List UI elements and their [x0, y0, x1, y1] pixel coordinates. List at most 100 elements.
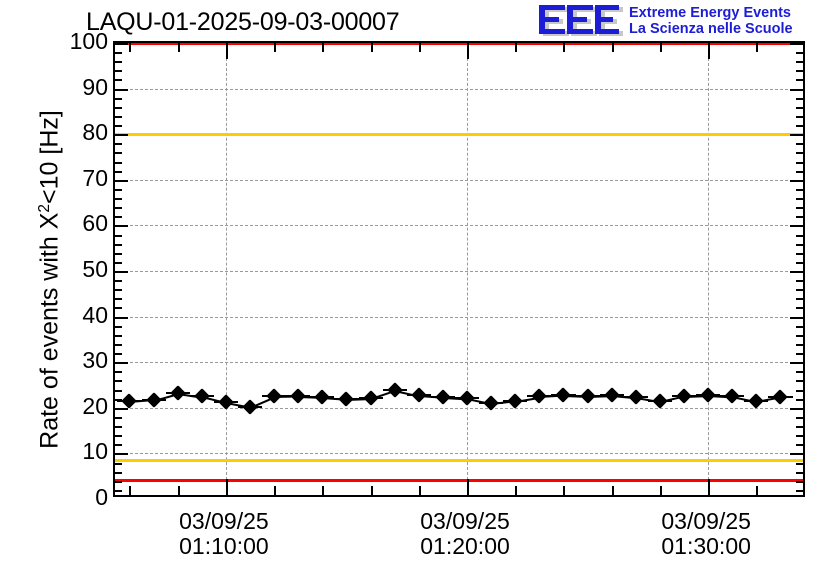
lower-yellow-limit: [115, 459, 803, 463]
x-axis-tick-label: 03/09/25 01:10:00: [124, 509, 324, 559]
x-axis-tick: [563, 486, 566, 495]
x-axis-tick-label: 03/09/25 01:20:00: [365, 509, 565, 559]
y-axis-tick-right: [796, 426, 803, 429]
x-axis-tick-top: [418, 43, 421, 52]
data-point-marker: [362, 389, 379, 406]
data-series-rate: [115, 43, 803, 495]
x-axis-tick-label: 03/09/25 01:30:00: [606, 509, 806, 559]
y-axis-tick: [115, 389, 122, 392]
x-axis-tick-top: [225, 43, 228, 59]
x-axis-tick-top: [322, 43, 325, 52]
y-axis-tick: [115, 489, 122, 492]
y-axis-tick: [115, 353, 122, 356]
eee-logo-line1: Extreme Energy Events: [629, 5, 791, 21]
data-point-marker: [194, 388, 210, 405]
y-axis-tick-right: [790, 453, 803, 456]
gridline-horizontal: [115, 407, 803, 409]
x-axis-tick: [659, 486, 662, 495]
y-axis-tick: [115, 371, 122, 374]
y-axis-tick: [115, 43, 128, 45]
data-point-marker: [676, 388, 692, 404]
y-axis-tick: [115, 61, 122, 64]
y-axis-tick: [115, 243, 122, 246]
y-axis-tick: [115, 407, 128, 410]
y-axis-tick-right: [796, 188, 803, 191]
data-point-marker: [555, 387, 572, 403]
y-axis-tick-label: 90: [82, 73, 108, 100]
upper-yellow-limit: [115, 132, 803, 136]
y-axis-tick-right: [796, 371, 803, 374]
y-axis-tick-right: [796, 207, 803, 210]
data-point-marker: [459, 390, 475, 406]
x-axis-tick-top: [756, 43, 759, 52]
lower-red-limit: [115, 479, 803, 483]
data-point-marker: [242, 399, 258, 415]
y-axis-tick-right: [796, 115, 803, 118]
gridline-vertical: [467, 43, 469, 495]
x-axis-tick-top: [708, 43, 711, 59]
y-axis-tick-label: 40: [82, 301, 108, 328]
x-axis-tick-label-time: 01:30:00: [661, 533, 751, 559]
y-axis-tick-right: [796, 106, 803, 109]
data-point-marker: [338, 390, 355, 407]
y-axis-tick-right: [796, 380, 803, 383]
y-axis-tick-right: [796, 125, 803, 128]
y-axis-tick: [115, 426, 122, 429]
data-point-marker: [266, 388, 282, 405]
x-axis-tick: [274, 486, 277, 495]
gridline-vertical: [225, 43, 227, 495]
y-axis-tick-right: [790, 316, 803, 319]
data-point-marker: [169, 384, 186, 401]
y-axis-tick: [115, 280, 122, 283]
y-axis-tick-right: [796, 334, 803, 337]
y-axis-tick-right: [796, 480, 803, 483]
x-axis-tick: [467, 479, 470, 495]
y-axis-tick-right: [796, 79, 803, 82]
y-axis-tick-right: [796, 343, 803, 346]
y-axis-tick-right: [796, 70, 803, 73]
eee-logo: Extreme Energy Events La Scienza nelle S…: [537, 4, 833, 40]
y-axis-tick-label: 70: [82, 164, 108, 191]
x-axis-tick-top: [370, 43, 373, 52]
y-axis-tick: [115, 471, 122, 474]
x-axis-tick-label-date: 03/09/25: [179, 508, 269, 534]
y-axis-tick: [115, 453, 128, 456]
gridline-horizontal: [115, 225, 803, 227]
y-axis-tick: [115, 261, 122, 264]
x-axis-tick-top: [659, 43, 662, 52]
y-axis-tick-right: [796, 61, 803, 64]
y-axis-tick: [115, 216, 122, 219]
y-axis-tick-right: [796, 353, 803, 356]
y-axis-tick-right: [796, 444, 803, 447]
y-axis-tick: [115, 298, 122, 301]
data-point-marker: [772, 389, 789, 405]
x-axis-tick-top: [274, 43, 277, 52]
y-axis-tick: [115, 316, 128, 319]
y-axis-tick-right: [790, 362, 803, 365]
x-axis-tick-top: [177, 43, 180, 52]
data-point-marker: [314, 389, 331, 405]
data-point-marker: [531, 388, 548, 405]
x-axis-tick-top: [563, 43, 566, 52]
y-axis-tick-right: [796, 198, 803, 201]
y-axis-tick-right: [796, 398, 803, 401]
data-point-marker: [628, 389, 644, 406]
eee-logo-line2: La Scienza nelle Scuole: [629, 21, 793, 37]
y-axis-tick-right: [796, 170, 803, 173]
y-axis-tick-right: [796, 298, 803, 301]
data-point-marker: [290, 388, 307, 404]
y-axis-tick-right: [796, 216, 803, 219]
x-axis-tick-label-date: 03/09/25: [420, 508, 510, 534]
plot-frame: [113, 41, 805, 497]
y-axis-tick-right: [790, 271, 803, 273]
gridline-horizontal: [115, 453, 803, 455]
y-axis-tick: [115, 125, 122, 128]
y-axis-tick: [115, 380, 122, 383]
y-axis-tick-label: 10: [82, 438, 108, 465]
y-axis-tick-right: [796, 489, 803, 492]
y-axis-tick: [115, 143, 122, 146]
y-axis-tick: [115, 362, 128, 365]
x-axis-tick: [322, 486, 325, 495]
y-axis-tick: [115, 480, 122, 483]
